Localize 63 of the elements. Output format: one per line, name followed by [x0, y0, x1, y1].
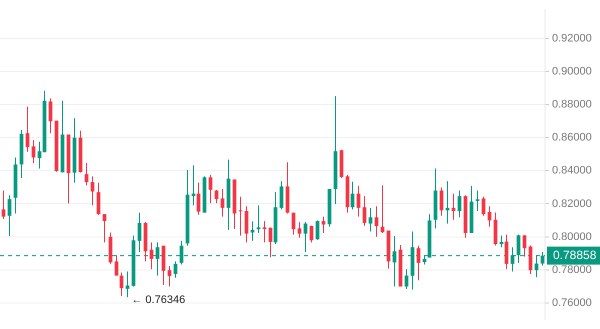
- candlestick: [138, 212, 142, 252]
- candlestick: [244, 206, 248, 243]
- candlestick: [126, 270, 130, 298]
- candlestick: [292, 212, 296, 236]
- candlestick: [196, 182, 200, 216]
- candlestick: [350, 181, 354, 210]
- candlestick: [214, 189, 218, 204]
- candlestick: [522, 234, 526, 258]
- candlestick: [48, 98, 52, 134]
- y-tick-label: 0.88000: [552, 98, 592, 111]
- candlestick: [8, 194, 12, 237]
- candlestick: [380, 184, 384, 234]
- candlestick: [298, 222, 302, 238]
- candlestick: [262, 220, 266, 243]
- candlestick: [84, 162, 88, 186]
- candlestick: [2, 190, 6, 220]
- candlestick: [102, 214, 106, 243]
- candlestick: [368, 207, 372, 232]
- candlestick: [504, 234, 508, 270]
- candlestick: [416, 245, 420, 281]
- candlestick: [482, 196, 486, 216]
- candlestick: [192, 164, 196, 206]
- candlestick: [238, 196, 242, 236]
- y-tick-label: 0.76000: [552, 296, 592, 309]
- y-tick-label: 0.80000: [552, 230, 592, 243]
- candlestick: [208, 174, 212, 204]
- candlestick: [220, 188, 224, 218]
- candlestick: [120, 272, 124, 296]
- candlestick: [304, 222, 308, 252]
- candlestick: [476, 190, 480, 212]
- candlestick: [90, 176, 94, 206]
- candlestick: [500, 235, 504, 248]
- candlestick: [452, 193, 456, 220]
- y-tick-label: 0.92000: [552, 32, 592, 45]
- candlestick: [362, 196, 366, 226]
- candlestick: [168, 266, 172, 288]
- candlestick: [174, 260, 178, 278]
- candlestick: [488, 206, 492, 228]
- y-tick-label: 0.84000: [552, 164, 592, 177]
- candlestick: [316, 220, 320, 240]
- candlestick: [374, 206, 378, 238]
- candlestick: [26, 106, 30, 152]
- candlestick: [440, 186, 444, 216]
- y-tick-label: 0.82000: [552, 198, 592, 210]
- y-tick-label: 0.86000: [552, 132, 592, 144]
- ref-line-label: 0.78858: [553, 248, 597, 262]
- candlestick: [280, 180, 284, 210]
- candlestick: [114, 254, 118, 276]
- candlestick: [404, 268, 408, 290]
- candlestick: [322, 216, 326, 234]
- candlestick: [356, 185, 360, 218]
- candlestick: [446, 180, 450, 224]
- candlestick: [458, 190, 462, 218]
- annotation: ← 0.76346: [131, 294, 186, 306]
- candlestick: [32, 140, 36, 164]
- candlestick: [310, 225, 314, 243]
- y-tick-label: 0.78000: [552, 264, 592, 276]
- candlestick: [96, 182, 100, 216]
- candlestick: [528, 245, 532, 274]
- candlestick: [268, 227, 272, 258]
- y-tick-label: 0.90000: [552, 66, 592, 78]
- candlestick: [250, 220, 254, 242]
- candlestick: [150, 242, 154, 270]
